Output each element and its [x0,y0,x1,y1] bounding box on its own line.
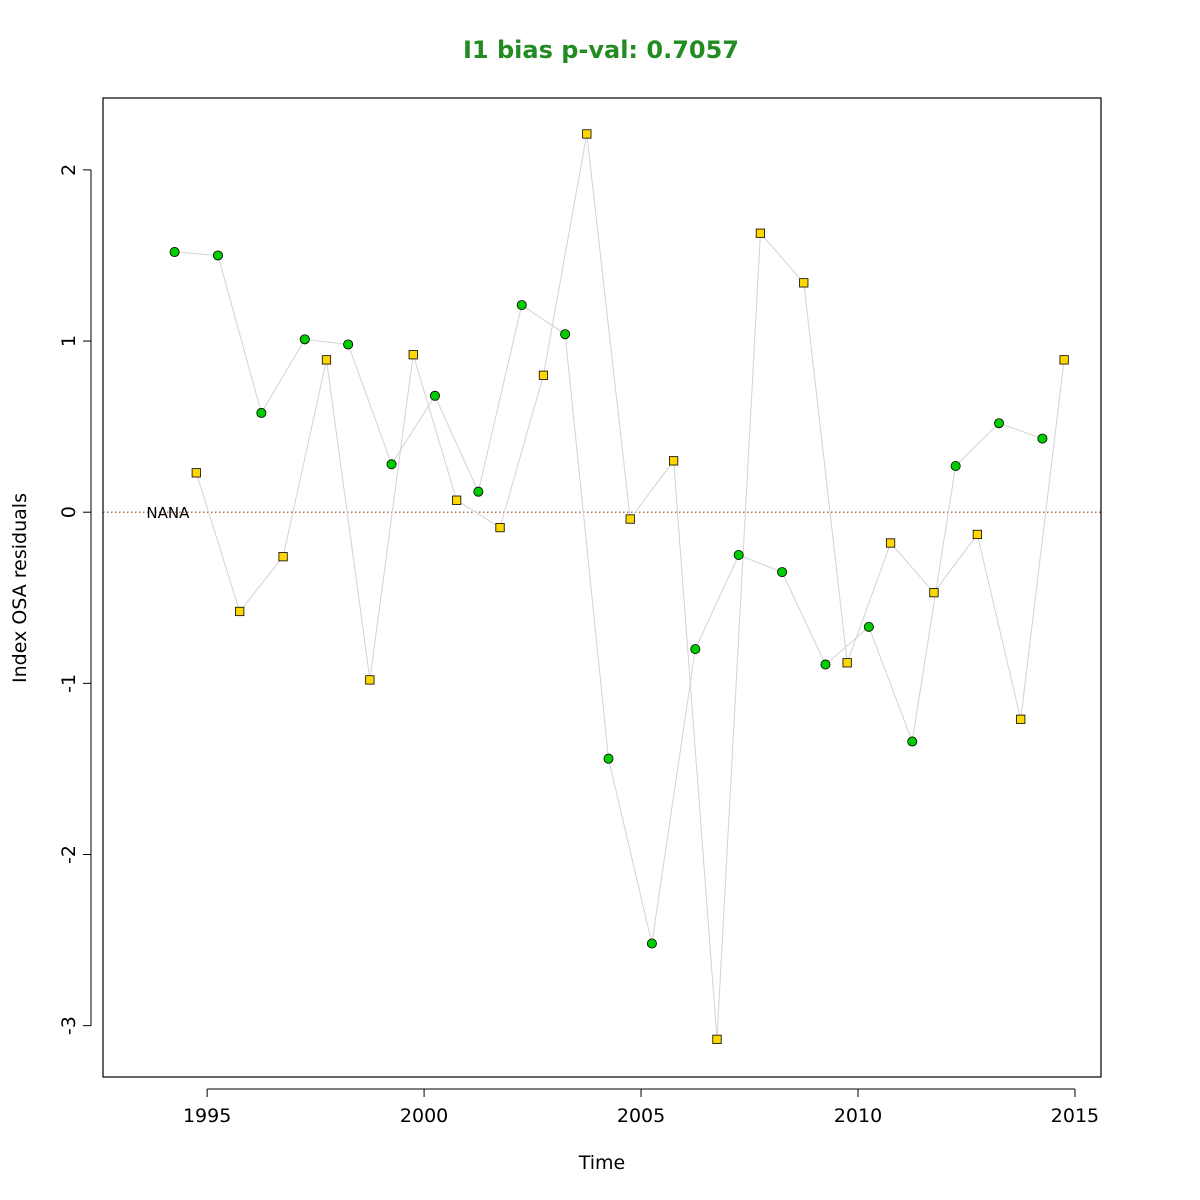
series-2-point [408,350,418,360]
series-2-point [799,278,809,288]
x-tick-label: 2000 [400,1105,448,1127]
series-1-point [820,659,831,670]
series-2-point [885,538,896,548]
series-2-point [321,355,332,365]
series-2-point [191,468,201,478]
y-tick-label: 2 [58,164,80,176]
x-tick-label: 2005 [617,1105,665,1127]
series-2-point [755,228,765,238]
series-1-point [343,339,354,350]
series-2-point [1059,355,1069,365]
annotation-label: NANA [146,504,190,522]
series-1-point [516,300,527,311]
series-2-point [712,1034,722,1044]
series-1-point [733,549,744,560]
x-axis-label: Time [578,1152,626,1174]
series-2-point [929,588,939,598]
series-2-line [195,133,1065,1040]
series-2-point [278,552,288,562]
series-1-point [386,459,397,470]
series-1-point [1037,433,1048,444]
series-2-point [365,675,375,685]
series-1-point [907,736,918,747]
series-1-point [994,418,1005,429]
series-1-line [174,251,1043,944]
series-1-point [212,250,223,261]
series-1-point [429,390,440,401]
series-2-point [625,514,635,524]
series-1-point [777,567,788,578]
series-2-point [452,495,462,505]
series-2-point [972,529,982,540]
y-tick-label: 0 [58,506,80,518]
series-1-point [950,460,961,471]
series-1-point [299,334,310,345]
plot-area: NANA [103,129,1101,1044]
y-tick-label: 1 [58,335,80,347]
y-tick-label: -3 [58,1016,80,1035]
y-axis-label: Index OSA residuals [9,493,31,683]
x-tick-label: 2010 [834,1105,882,1127]
series-1-point [473,486,484,497]
x-tick-label: 2015 [1051,1105,1099,1127]
series-2-point [538,370,549,380]
series-1-point [690,644,701,655]
series-1-point [560,329,571,340]
series-1-point [169,247,180,258]
series-1-point [603,753,614,764]
y-tick-label: -1 [58,674,80,693]
series-2-point [235,606,245,617]
plot-frame [102,97,1102,1078]
series-1-point [863,621,874,632]
y-tick-label: -2 [58,845,80,864]
chart-title: I1 bias p-val: 0.7057 [463,36,739,64]
x-tick-label: 1995 [183,1105,231,1127]
series-1-point [256,407,267,418]
series-1-point [646,938,657,949]
series-2-point [668,456,679,466]
series-2-point [842,658,852,668]
series-2-point [495,522,505,533]
series-2-point [1016,714,1026,724]
series-2-point [582,129,592,139]
